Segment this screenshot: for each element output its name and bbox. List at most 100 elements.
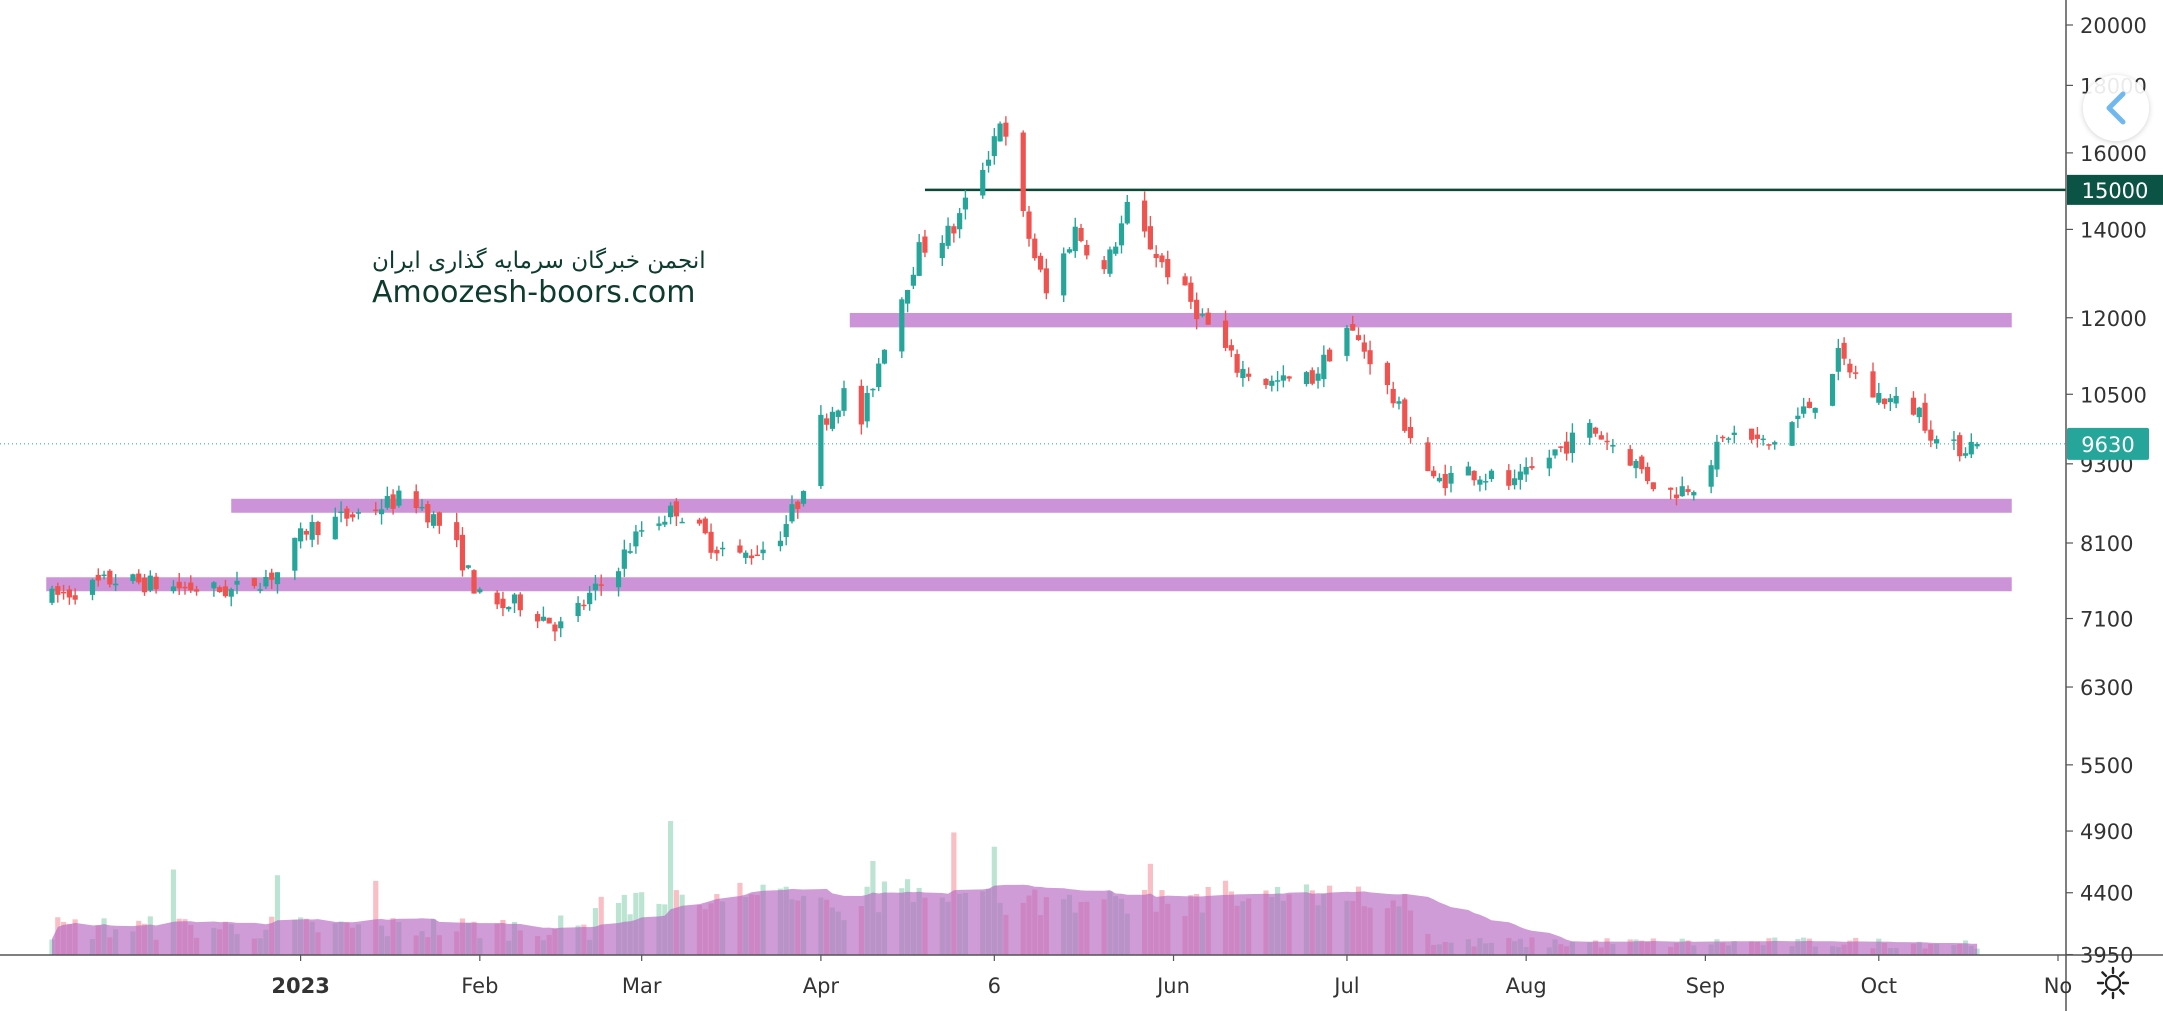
candle-body <box>737 545 743 553</box>
candle <box>315 520 321 545</box>
candle <box>344 506 350 527</box>
candle <box>1402 397 1408 433</box>
candle-body <box>1402 399 1408 431</box>
candle-body <box>1078 227 1084 241</box>
candle-body <box>355 512 362 514</box>
candle <box>1910 391 1917 416</box>
candle <box>760 541 766 561</box>
price-labels: 15000 9630 <box>2067 174 2163 460</box>
horizontal-lines <box>0 188 2066 445</box>
candle-body <box>592 583 599 591</box>
candle-body <box>176 581 182 589</box>
candle <box>1754 427 1760 448</box>
candle <box>1714 434 1720 478</box>
candle <box>777 531 784 552</box>
candle <box>1471 470 1477 486</box>
candle-body <box>1592 427 1599 434</box>
candle-body <box>396 490 402 506</box>
scroll-back-button[interactable] <box>2083 75 2149 141</box>
candle <box>1523 457 1529 482</box>
candle <box>1569 423 1576 463</box>
candle <box>1650 482 1656 492</box>
candle <box>748 549 755 565</box>
last-price-label: 9630 <box>2081 433 2134 457</box>
candle <box>1922 393 1928 434</box>
candle-body <box>1436 477 1443 482</box>
candle-body <box>835 410 841 417</box>
candle <box>1032 233 1038 261</box>
candle <box>222 579 229 598</box>
candle-body <box>1355 335 1362 340</box>
support-resistance-zone <box>231 498 2012 513</box>
gear-icon[interactable] <box>2096 966 2130 1000</box>
candle-body <box>494 592 500 605</box>
candle <box>113 574 119 592</box>
candle <box>130 573 136 584</box>
candle-body <box>708 531 714 553</box>
candle <box>1228 339 1234 358</box>
candle <box>1483 473 1489 491</box>
candle-body <box>1835 347 1841 372</box>
candle-body <box>378 509 385 515</box>
candle <box>1627 444 1633 467</box>
candle-body <box>558 621 564 629</box>
candle-body <box>951 226 957 234</box>
candle-body <box>298 528 304 542</box>
candle-body <box>1442 474 1448 489</box>
candle-body <box>1159 255 1165 263</box>
time-tick-label: Oct <box>1861 974 1897 998</box>
time-tick-label: 2023 <box>271 974 329 998</box>
candle <box>558 616 564 638</box>
candle-body <box>147 575 153 591</box>
candle-body <box>1731 432 1737 436</box>
price-tick-label: 4400 <box>2080 882 2133 906</box>
candle-body <box>1644 466 1651 482</box>
candle <box>1546 449 1552 477</box>
candle-body <box>1032 238 1038 259</box>
candle-body <box>263 576 269 587</box>
price-candles <box>49 116 1980 642</box>
candle-body <box>818 414 824 487</box>
candle-body <box>1754 434 1760 439</box>
candle <box>615 567 622 597</box>
candle-body <box>1431 470 1437 477</box>
candle <box>876 357 882 392</box>
candle <box>234 571 240 595</box>
candle-body <box>1876 392 1882 403</box>
candle-body <box>153 576 159 590</box>
candle <box>1725 436 1732 443</box>
time-tick-label: Jul <box>1332 974 1359 998</box>
candle-body <box>419 506 425 509</box>
candle-body <box>1043 268 1049 294</box>
candle <box>506 606 512 612</box>
candle-body <box>552 624 558 632</box>
candle <box>1720 435 1726 443</box>
candle <box>211 581 217 597</box>
price-tick-label: 14000 <box>2080 218 2147 242</box>
candle <box>217 585 223 593</box>
candle <box>1084 240 1090 260</box>
candle-body <box>1517 471 1523 480</box>
price-tick-label: 20000 <box>2080 14 2147 38</box>
candle-body <box>465 565 471 568</box>
candle-body <box>1407 427 1414 439</box>
candle-body <box>170 586 177 592</box>
candle <box>540 606 547 622</box>
candle <box>1506 464 1512 490</box>
price-tick-label: 4900 <box>2080 820 2133 844</box>
candle-body <box>777 540 784 547</box>
candle <box>1679 476 1685 497</box>
candle <box>789 495 795 524</box>
candle <box>1142 191 1148 238</box>
candle <box>957 207 963 239</box>
support-resistance-zone <box>46 577 2012 592</box>
candle-body <box>1506 470 1512 486</box>
candle <box>355 508 362 520</box>
candle-body <box>1240 368 1246 379</box>
candle <box>858 379 864 435</box>
candle-body <box>1367 350 1373 365</box>
candle <box>835 409 841 424</box>
candle-body <box>1766 444 1772 446</box>
candle <box>673 498 679 527</box>
